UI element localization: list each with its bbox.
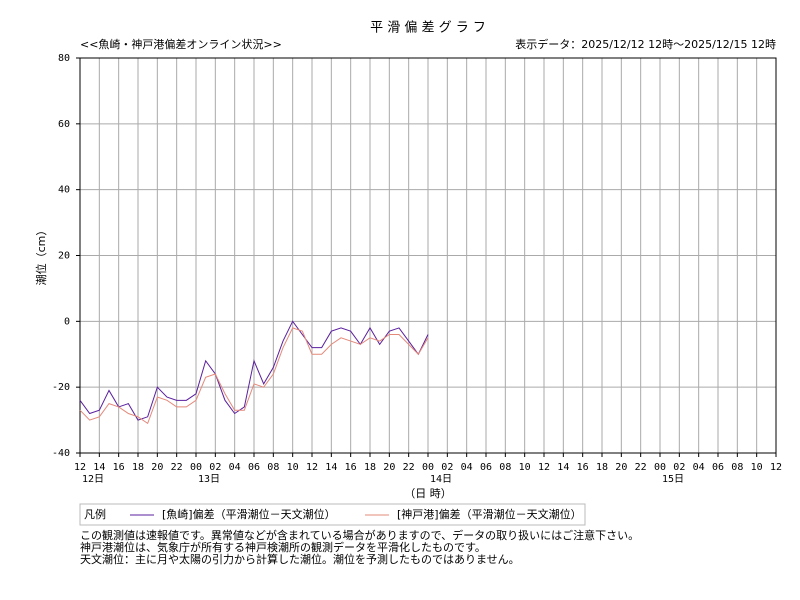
y-tick-label: 20 (58, 251, 70, 262)
x-tick-label: 00 (422, 462, 434, 473)
x-tick-label: 10 (287, 462, 299, 473)
x-tick-label: 06 (248, 462, 260, 473)
x-tick-label: 16 (577, 462, 589, 473)
x-tick-label: 10 (751, 462, 763, 473)
x-tick-label: 04 (693, 462, 705, 473)
x-tick-label: 12 (306, 462, 318, 473)
legend-label: [神戸港]偏差（平滑潮位－天文潮位） (397, 507, 582, 521)
x-tick-label: 06 (712, 462, 724, 473)
x-tick-label: 02 (209, 462, 221, 473)
x-tick-label: 14 (557, 462, 569, 473)
y-axis-label: 潮位（cm） (34, 225, 48, 286)
x-axis-label: （日 時） (404, 487, 452, 500)
x-tick-label: 12 (770, 462, 782, 473)
x-day-label: 14日 (430, 474, 452, 485)
plot-border (79, 57, 777, 454)
x-tick-label: 14 (325, 462, 337, 473)
y-tick-label: 40 (58, 185, 70, 196)
x-day-label: 15日 (662, 474, 684, 485)
x-tick-label: 12 (538, 462, 550, 473)
legend-label: [魚崎]偏差（平滑潮位－天文潮位） (162, 507, 336, 521)
legend-title: 凡例 (84, 507, 106, 521)
chart-subtitle: <<魚崎・神戸港偏差オンライン状況>> (80, 37, 282, 51)
x-tick-label: 20 (151, 462, 163, 473)
x-tick-label: 16 (113, 462, 125, 473)
note: 天文潮位：主に月や太陽の引力から計算した潮位。潮位を予測したものではありません。 (80, 552, 520, 566)
x-tick-label: 00 (654, 462, 666, 473)
x-tick-label: 18 (596, 462, 608, 473)
x-tick-label: 12 (74, 462, 86, 473)
x-tick-label: 02 (441, 462, 453, 473)
x-tick-label: 22 (635, 462, 647, 473)
chart-title: 平 滑 偏 差 グ ラ フ (370, 21, 486, 36)
x-tick-label: 08 (731, 462, 743, 473)
x-day-label: 12日 (82, 474, 104, 485)
series-line (79, 320, 429, 421)
x-tick-label: 18 (364, 462, 376, 473)
y-tick-label: 60 (58, 119, 70, 130)
x-tick-label: 14 (93, 462, 105, 473)
x-tick-label: 20 (383, 462, 395, 473)
x-tick-label: 08 (267, 462, 279, 473)
note: この観測値は速報値です。異常値などが含まれている場合がありますので、データの取り… (80, 528, 639, 542)
x-tick-label: 16 (345, 462, 357, 473)
x-tick-label: 00 (190, 462, 202, 473)
x-day-label: 13日 (198, 474, 220, 485)
y-tick-label: -40 (52, 448, 70, 459)
x-tick-label: 22 (403, 462, 415, 473)
y-tick-label: 80 (58, 53, 70, 64)
y-tick-label: 0 (64, 316, 70, 327)
legend-box (79, 503, 586, 526)
x-tick-label: 08 (499, 462, 511, 473)
x-tick-label: 20 (615, 462, 627, 473)
x-tick-label: 02 (673, 462, 685, 473)
series-line (79, 327, 429, 425)
x-tick-label: 22 (171, 462, 183, 473)
note: 神戸港潮位は、気象庁が所有する神戸検潮所の観測データを平滑化したものです。 (80, 540, 486, 554)
y-tick-label: -20 (52, 382, 70, 393)
x-tick-label: 04 (229, 462, 241, 473)
x-tick-label: 04 (461, 462, 473, 473)
range-label: 表示データ：2025/12/12 12時～2025/12/15 12時 (515, 37, 776, 51)
x-tick-label: 10 (519, 462, 531, 473)
x-tick-label: 06 (480, 462, 492, 473)
x-tick-label: 18 (132, 462, 144, 473)
